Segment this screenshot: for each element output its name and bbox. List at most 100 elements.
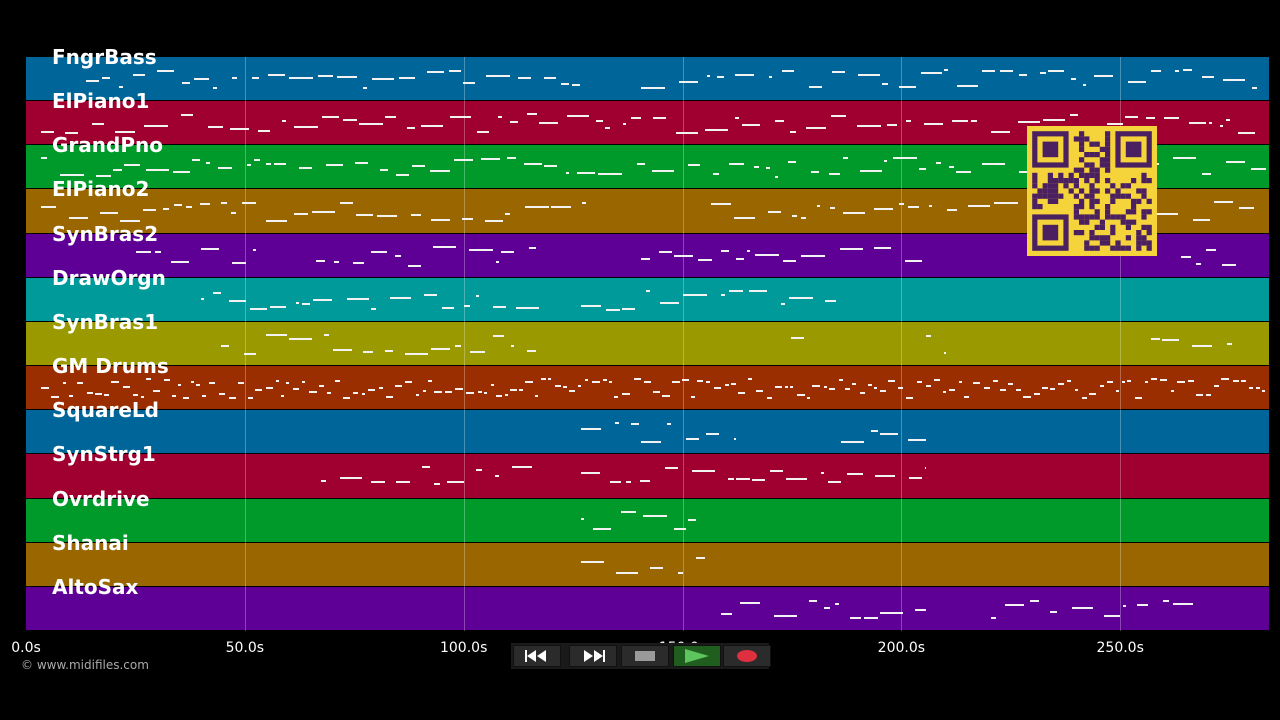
midi-note (192, 159, 200, 162)
midi-note (621, 510, 636, 513)
midi-note (455, 388, 463, 391)
midi-note (614, 396, 618, 399)
midi-note (1123, 604, 1126, 607)
midi-note (505, 394, 508, 397)
midi-note (959, 381, 962, 384)
midi-note (899, 86, 916, 88)
transport-bar (511, 643, 771, 669)
midi-note (250, 307, 267, 310)
midi-note (555, 385, 561, 388)
time-gridline (244, 57, 246, 631)
track-lane[interactable] (26, 586, 1269, 631)
midi-note (957, 85, 978, 87)
midi-note (811, 171, 819, 174)
midi-note (835, 602, 839, 605)
midi-note (324, 333, 329, 336)
midi-note (395, 385, 402, 388)
midi-note (660, 301, 679, 304)
midi-note (407, 127, 415, 130)
track-lane[interactable] (26, 454, 1269, 499)
midi-note (888, 380, 895, 383)
midi-note (248, 397, 253, 400)
record-button[interactable] (723, 645, 771, 667)
midi-note (906, 397, 913, 400)
midi-note (442, 306, 454, 309)
midi-note (527, 349, 536, 352)
midi-note (634, 378, 641, 381)
midi-note (1209, 122, 1212, 125)
midi-note (1214, 201, 1233, 204)
midi-note (1107, 123, 1123, 126)
midi-note (481, 158, 500, 161)
midi-note (691, 396, 695, 399)
midi-note (1042, 387, 1048, 390)
rewind-button[interactable] (513, 645, 561, 667)
copyright-text: © www.midifiles.com (21, 658, 149, 672)
track-lane[interactable] (26, 498, 1269, 543)
play-button[interactable] (673, 645, 721, 667)
midi-note (1125, 116, 1138, 119)
midi-note (1202, 76, 1214, 78)
midi-note (944, 351, 946, 354)
midi-note (596, 120, 603, 123)
midi-note (1048, 70, 1064, 72)
midi-note (153, 390, 160, 393)
midi-note (829, 173, 840, 176)
midi-note (462, 218, 473, 221)
track-lane[interactable] (26, 321, 1269, 367)
midi-note (754, 166, 759, 169)
midi-note (312, 211, 335, 214)
track-lane[interactable] (26, 410, 1269, 455)
time-tick-label: 50.0s (225, 640, 265, 656)
stop-button[interactable] (621, 645, 669, 667)
track-lane[interactable] (26, 542, 1269, 587)
midi-note (544, 77, 556, 79)
midi-note (646, 289, 650, 292)
midi-note (1019, 74, 1027, 76)
midi-note (1262, 390, 1265, 393)
midi-note (202, 395, 206, 398)
midi-note (270, 305, 286, 308)
midi-note (238, 382, 244, 385)
midi-note (1223, 79, 1245, 81)
fast-forward-button[interactable] (569, 645, 617, 667)
track-label: Ovrdrive (52, 486, 150, 511)
track-lane[interactable] (26, 277, 1269, 322)
time-tick-label: 250.0s (1096, 640, 1144, 656)
midi-note (1016, 389, 1021, 392)
midi-note (104, 394, 109, 397)
midi-note (949, 166, 954, 169)
midi-note (782, 70, 794, 72)
midi-note (973, 382, 980, 385)
midi-note (335, 380, 340, 383)
midi-note (363, 350, 373, 353)
midi-note (578, 385, 581, 388)
midi-note (850, 616, 861, 619)
midi-note (893, 157, 917, 160)
midi-note (327, 392, 331, 395)
track-label: SynBras2 (52, 221, 159, 246)
midi-note (362, 393, 365, 396)
midi-note (41, 157, 47, 160)
midi-note (120, 220, 140, 223)
midi-note (1252, 87, 1257, 89)
midi-note (991, 131, 1010, 134)
midi-note (899, 203, 904, 206)
midi-note (1083, 84, 1086, 86)
midi-note (299, 167, 312, 170)
midi-note (386, 396, 393, 399)
track-lane[interactable] (26, 57, 1269, 102)
midi-note (498, 116, 502, 119)
midi-note (569, 390, 575, 393)
track-lane[interactable] (26, 366, 1269, 411)
midi-note (742, 124, 760, 127)
midi-note (294, 213, 308, 216)
midi-note (610, 481, 621, 484)
midi-note (1050, 610, 1057, 613)
midi-note (864, 616, 878, 619)
midi-note (41, 131, 54, 134)
midi-note (906, 120, 911, 123)
midi-note (1206, 248, 1216, 251)
midi-note (880, 390, 886, 393)
midi-note (1070, 114, 1078, 117)
